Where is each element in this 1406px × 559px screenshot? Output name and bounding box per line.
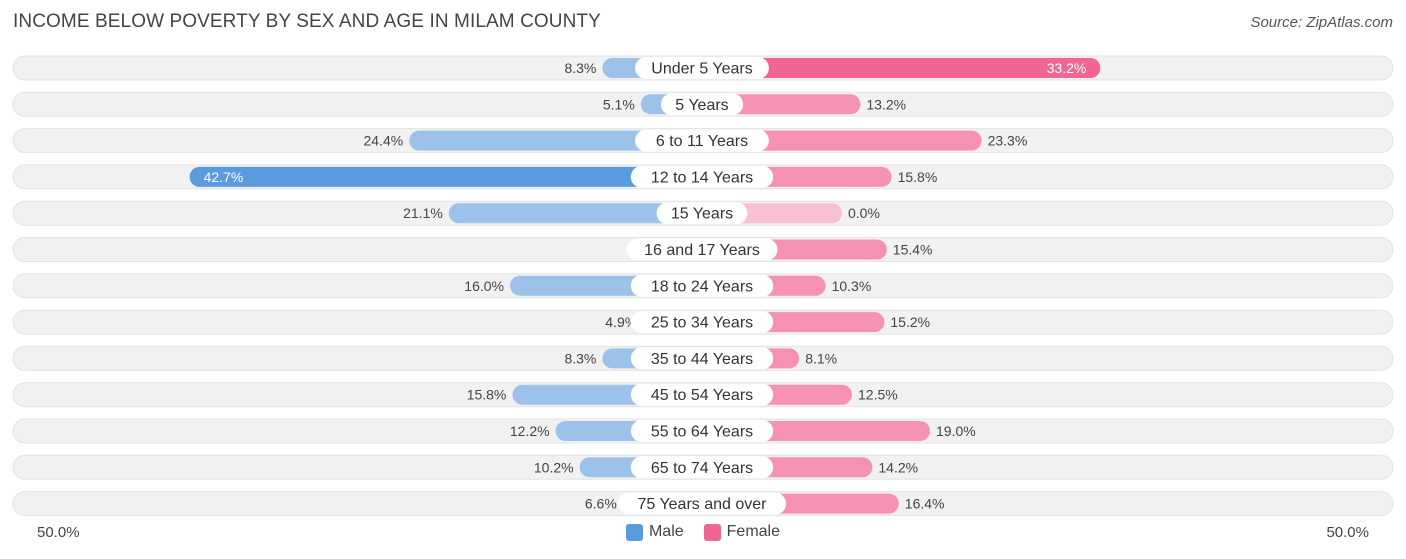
female-bar: [702, 58, 1101, 78]
category-label-pill: [630, 274, 774, 297]
male-value-label: 42.7%: [204, 169, 244, 185]
legend-swatch-female: [703, 523, 721, 541]
female-value-label: 15.4%: [893, 242, 933, 258]
male-value-label: 6.6%: [585, 496, 617, 512]
male-value-label: 16.0%: [464, 278, 504, 294]
male-value-label: 5.1%: [603, 96, 635, 112]
category-label-pill: [630, 383, 774, 406]
category-label: 18 to 24 Years: [651, 278, 753, 295]
category-label-pill: [617, 492, 787, 515]
category-label: Under 5 Years: [651, 61, 752, 78]
female-value-label: 0.0%: [848, 205, 880, 221]
female-value-label: 8.1%: [805, 350, 837, 366]
legend-swatch-male: [625, 523, 643, 541]
male-value-label: 15.8%: [467, 387, 507, 403]
category-label: 12 to 14 Years: [651, 169, 753, 186]
chart-title: INCOME BELOW POVERTY BY SEX AND AGE IN M…: [13, 11, 601, 32]
female-value-label: 19.0%: [936, 423, 976, 439]
male-bar: [448, 203, 702, 224]
category-label: 35 to 44 Years: [651, 351, 753, 368]
male-bar: [409, 130, 702, 151]
female-value-label: 13.2%: [866, 96, 906, 112]
category-label: 45 to 54 Years: [651, 387, 753, 404]
female-value-label: 10.3%: [832, 278, 872, 294]
category-label: 6 to 11 Years: [656, 133, 748, 150]
category-label: 75 Years and over: [638, 496, 768, 513]
legend-label-female: Female: [726, 523, 781, 540]
category-label: 15 Years: [671, 206, 733, 223]
category-label-pill: [635, 57, 769, 79]
female-value-label: 14.2%: [878, 459, 918, 475]
male-value-label: 21.1%: [403, 205, 443, 221]
female-value-label: 12.5%: [858, 387, 898, 403]
category-label-pill: [630, 420, 774, 442]
male-value-label: 24.4%: [363, 133, 403, 149]
female-value-label: 15.2%: [890, 314, 930, 330]
male-value-label: 8.3%: [564, 350, 596, 366]
legend-item-male[interactable]: Male: [625, 523, 684, 541]
category-label: 16 and 17 Years: [644, 242, 760, 259]
category-label: 25 to 34 Years: [651, 315, 753, 332]
category-label-pill: [630, 347, 774, 370]
legend: Male Female: [0, 523, 1406, 541]
category-label-pill: [630, 311, 774, 334]
category-label-pill: [635, 129, 769, 152]
axis-right-label: 50.0%: [1326, 524, 1369, 541]
male-bar: [189, 166, 703, 187]
legend-label-male: Male: [648, 523, 684, 540]
category-label-pill: [660, 93, 744, 116]
female-value-label: 15.8%: [898, 169, 938, 185]
female-value-label: 16.4%: [905, 496, 945, 512]
category-label: 5 Years: [675, 97, 728, 114]
male-value-label: 12.2%: [510, 423, 550, 439]
chart-svg: 8.3% 33.2% Under 5 Years 5.1% 13.2% 5 Years 24…: [12, 55, 1394, 517]
category-label: 55 to 64 Years: [651, 424, 753, 441]
female-value-label: 33.2%: [1047, 60, 1087, 76]
category-label: 65 to 74 Years: [651, 460, 753, 477]
male-value-label: 8.3%: [564, 60, 596, 76]
axis-left-label: 50.0%: [37, 524, 80, 541]
female-bar: [702, 130, 982, 151]
female-value-label: 23.3%: [988, 133, 1028, 149]
male-value-label: 4.9%: [605, 314, 637, 330]
male-value-label: 10.2%: [534, 459, 574, 475]
legend-item-female[interactable]: Female: [703, 523, 781, 541]
source-credit: Source: ZipAtlas.com: [1250, 14, 1393, 31]
category-label-pill: [656, 202, 748, 225]
category-label-pill: [630, 165, 774, 188]
category-label-pill: [630, 456, 774, 479]
category-label-pill: [626, 238, 778, 261]
